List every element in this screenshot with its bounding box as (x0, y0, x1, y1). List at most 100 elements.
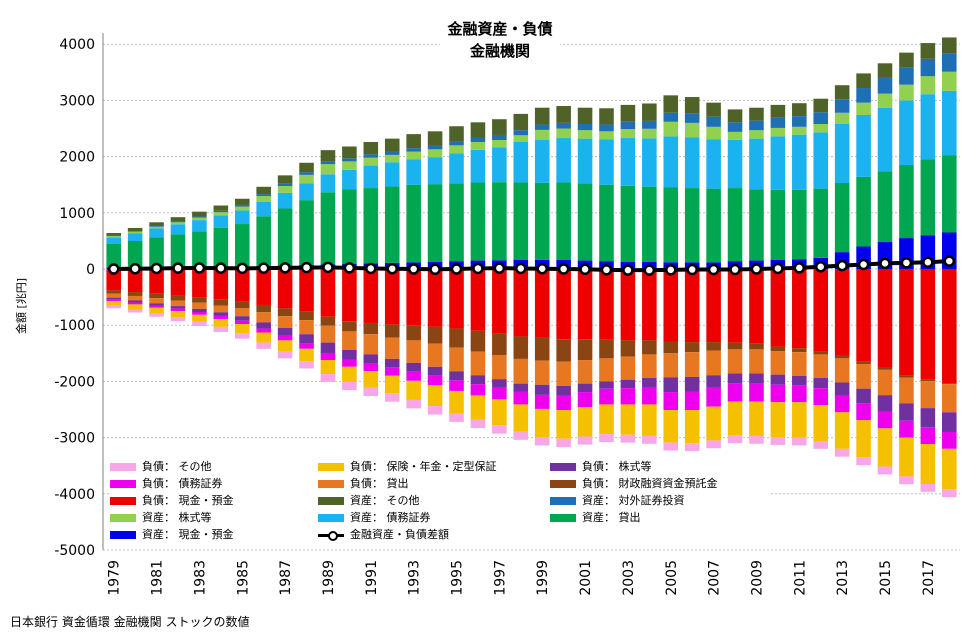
bar-segment (192, 311, 207, 315)
y-tick-labels: 4000 3000 2000 1000 0 -1000 -2000 -3000 -4000 -50… (54, 37, 95, 559)
bar-segment (427, 269, 443, 327)
bar-segment (363, 371, 379, 388)
bar-segment (342, 366, 357, 382)
bar-segment (620, 340, 636, 357)
bar-segment (149, 293, 164, 299)
bar-segment (920, 408, 936, 428)
bar-segment (620, 404, 636, 435)
bar-segment (770, 269, 786, 347)
bar-segment (513, 431, 529, 440)
legend-item: 資産： 対外証券投資 (550, 493, 685, 509)
bar-segment (834, 269, 850, 356)
legend-label: 資産： その他 (350, 494, 420, 507)
bar-segment (663, 341, 679, 354)
bar-segment (149, 228, 164, 238)
bar-segment (792, 352, 807, 376)
bar-segment (449, 390, 464, 414)
bar-segment (770, 384, 786, 403)
bar-segment (320, 325, 336, 343)
net-line-point (472, 262, 484, 275)
bar-segment (920, 444, 936, 484)
legend-label: 負債： 現金・預金 (142, 494, 234, 507)
net-line-point (579, 263, 591, 276)
bar-segment (792, 348, 807, 353)
bar-segment (106, 297, 121, 300)
bar-segment (106, 236, 121, 238)
bar-segment (706, 269, 721, 343)
bar-segment (792, 134, 807, 190)
bar-segment (384, 162, 400, 187)
bar-segment (684, 443, 700, 452)
bar-segment (449, 153, 464, 184)
net-line-point (622, 264, 634, 276)
bar-segment (170, 234, 186, 267)
bar-segment (234, 210, 250, 225)
bar-segment (877, 77, 893, 94)
bar-segment (149, 269, 164, 294)
net-line-point (172, 262, 184, 274)
bar-segment (277, 316, 293, 329)
bar-segment (470, 330, 486, 352)
net-line-point (193, 262, 206, 274)
x-tick-labels: 1979 1981 1983 1985 1987 1989 1991 1993 1995 1997… (107, 560, 937, 596)
bar-segment (534, 394, 550, 409)
legend-label: 資産： 債務証券 (350, 511, 431, 524)
bar-segment (449, 183, 464, 262)
bar-segment (256, 269, 271, 305)
bar-segment (706, 116, 721, 127)
bar-segment (577, 383, 593, 393)
bar-segment (342, 359, 357, 367)
bar-segment (213, 215, 229, 228)
bar-segment (384, 324, 400, 338)
bar-segment (513, 135, 529, 142)
net-line-point (879, 257, 891, 270)
bar-segment (299, 183, 314, 201)
bar-segment (192, 308, 207, 312)
bar-segment (277, 192, 293, 209)
legend-label: 資産： 貸出 (582, 511, 641, 524)
bar-segment (513, 391, 529, 405)
bar-segment (192, 321, 207, 327)
net-line-point (814, 261, 827, 273)
bar-segment (192, 217, 207, 221)
bar-segment (170, 308, 186, 312)
bar-segment (106, 235, 121, 237)
bar-segment (727, 373, 743, 384)
bar-segment (942, 383, 957, 385)
bar-segment (684, 376, 700, 392)
bar-segment (534, 360, 550, 385)
bar-segment (513, 336, 529, 359)
bar-segment (149, 298, 164, 304)
bar-segment (770, 189, 786, 261)
bar-segment (556, 339, 571, 362)
bar-segment (599, 434, 614, 443)
bar-segment (299, 361, 314, 369)
bar-segment (899, 100, 914, 166)
bar-segment (213, 210, 229, 213)
bar-segment (406, 362, 421, 372)
bar-segment (127, 231, 143, 232)
bar-segment (106, 290, 121, 294)
bar-segment (727, 131, 743, 140)
bar-segment (534, 384, 550, 395)
net-line-point (450, 263, 463, 275)
legend-label: 負債： 保険・年金・定型保証 (350, 460, 497, 473)
bar-segment (770, 127, 786, 137)
bar-segment (363, 154, 379, 158)
bar-segment (234, 206, 250, 211)
bar-segment (556, 385, 571, 396)
bar-segment (663, 187, 679, 263)
net-line (107, 255, 956, 276)
bar-segment (342, 381, 357, 391)
bar-segment (792, 402, 807, 438)
bar-segment (920, 159, 936, 236)
bar-segment (492, 333, 507, 355)
bar-segment (749, 383, 764, 402)
bar-segment (127, 231, 143, 234)
bar-segment (706, 387, 721, 407)
bar-segment (470, 141, 486, 150)
bar-segment (149, 222, 164, 226)
x-tick-label: 1997 (492, 560, 508, 596)
source-note: 日本銀行 資金循環 金融機関 ストックの数値 (10, 615, 250, 629)
bar-segment (363, 141, 379, 155)
